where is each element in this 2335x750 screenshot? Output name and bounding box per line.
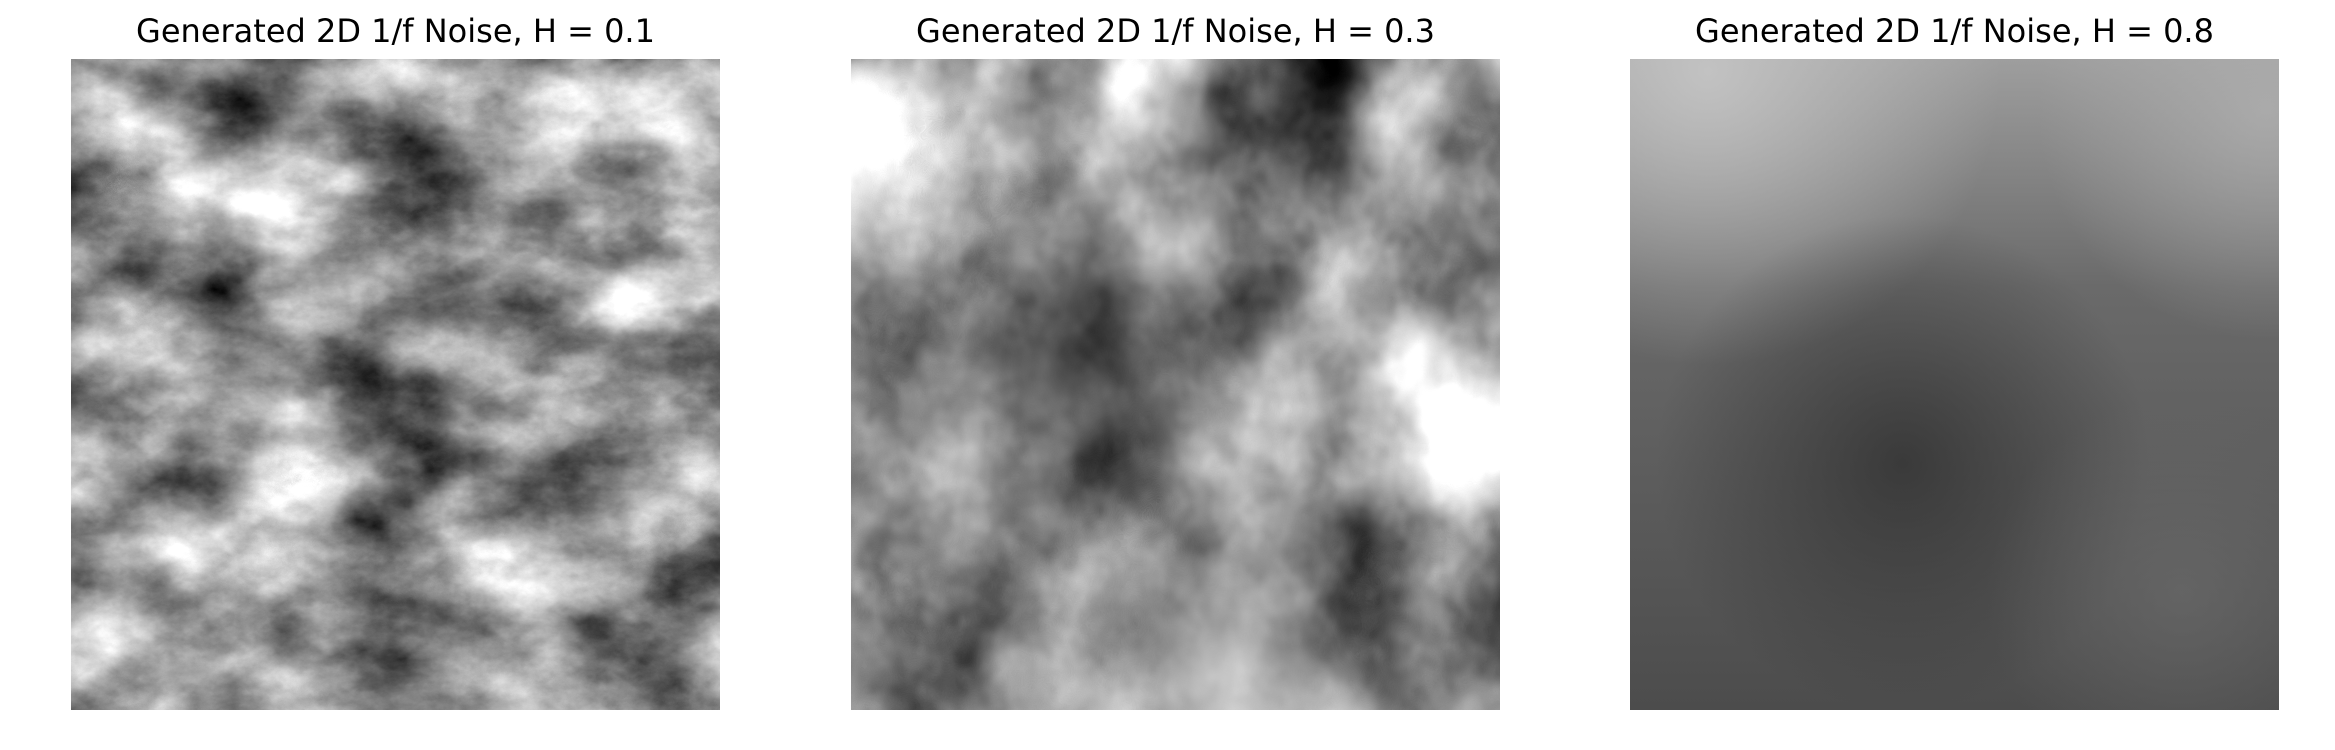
noise-image-h01: [71, 59, 720, 710]
noise-image-h08: [1630, 59, 2279, 710]
panel-title: Generated 2D 1/f Noise, H = 0.3: [916, 12, 1435, 50]
panel-title: Generated 2D 1/f Noise, H = 0.8: [1695, 12, 2214, 50]
panel-title: Generated 2D 1/f Noise, H = 0.1: [136, 12, 655, 50]
noise-image-h03: [851, 59, 1500, 710]
